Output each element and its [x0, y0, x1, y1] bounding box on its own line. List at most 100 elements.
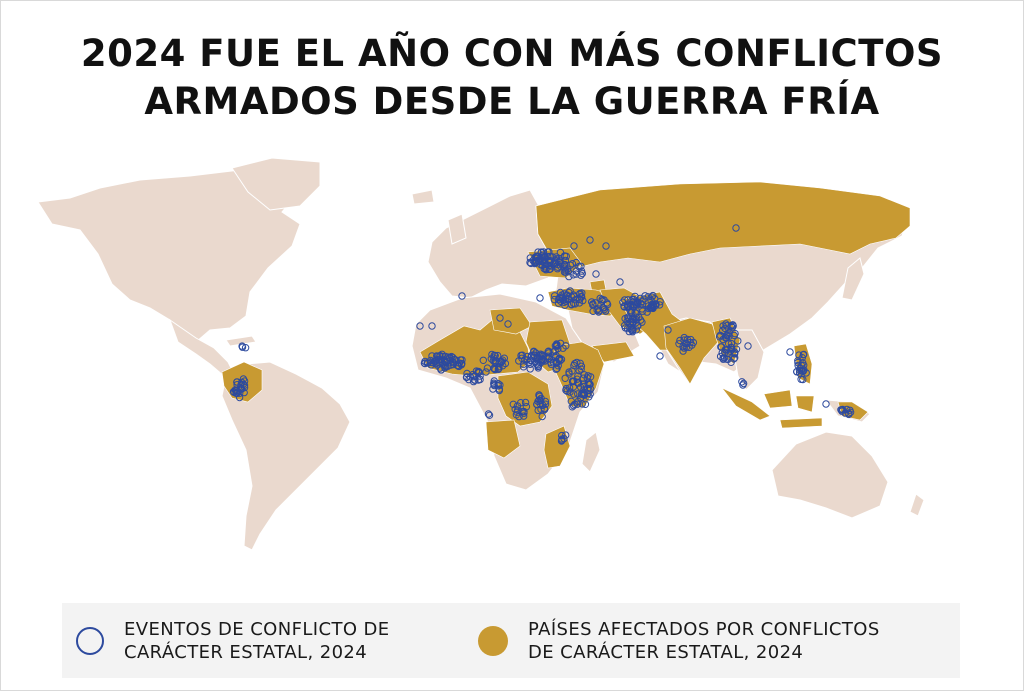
legend-item-countries: PAÍSES AFECTADOS POR CONFLICTOS DE CARÁC… [478, 603, 880, 678]
title-line-2: ARMADOS DESDE LA GUERRA FRÍA [144, 80, 880, 123]
conflict-event-marker [533, 400, 541, 409]
conflict-event-marker [458, 292, 466, 300]
conflict-event-marker [484, 410, 493, 418]
conflict-event-marker [527, 356, 535, 364]
conflict-event-marker [575, 299, 584, 307]
conflict-event-marker [652, 301, 660, 310]
conflict-event-marker [556, 262, 565, 271]
legend-events-label: EVENTOS DE CONFLICTO DE CARÁCTER ESTATAL… [124, 618, 390, 664]
land-greenland [231, 157, 321, 211]
conflict-event-marker [583, 385, 592, 393]
conflict-event-marker [586, 380, 594, 389]
conflict-event-marker [843, 405, 851, 414]
conflict-event-marker [588, 298, 596, 306]
conflict-event-marker [723, 322, 731, 330]
conflict-event-marker [547, 355, 556, 364]
conflict-event-marker [739, 379, 748, 388]
conflict-event-marker [625, 316, 634, 324]
conflict-event-marker [515, 412, 523, 421]
conflict-event-marker [490, 379, 498, 387]
conflict-event-marker [628, 309, 636, 317]
conflict-event-marker [494, 351, 502, 360]
conflict-event-marker [428, 322, 436, 330]
conflict-event-marker [794, 357, 802, 365]
conflict-event-marker [575, 367, 583, 375]
conflict-event-marker [683, 335, 692, 344]
conflict-event-marker [628, 295, 636, 304]
conflict-event-marker [624, 302, 632, 311]
conflict-event-marker [822, 400, 830, 408]
conflict-event-marker [551, 292, 559, 300]
conflict-event-marker [527, 259, 535, 268]
conflict-event-marker [428, 352, 436, 360]
conflict-event-marker [584, 372, 592, 380]
conflict-event-marker [509, 400, 517, 409]
conflict-event-marker [577, 271, 585, 279]
land-north-america [37, 169, 301, 343]
land-caribbean [225, 335, 257, 347]
conflict-event-marker [489, 385, 497, 393]
open-circle-icon [76, 626, 104, 655]
conflict-event-marker [794, 361, 802, 370]
conflict-event-marker [580, 386, 588, 394]
conflict-event-marker [479, 356, 487, 365]
conflict-event-marker [560, 268, 569, 276]
conflict-event-marker [535, 391, 543, 399]
conflict-event-marker [664, 326, 672, 334]
conflict-event-marker [554, 299, 563, 307]
conflict-event-marker [802, 369, 810, 377]
conflict-event-marker [600, 305, 609, 314]
conflict-event-marker [523, 356, 531, 364]
legend-countries-line-1: PAÍSES AFECTADOS POR CONFLICTOS [528, 618, 880, 640]
conflict-event-marker [795, 351, 803, 359]
affected-indonesia [721, 387, 823, 429]
legend-item-events: EVENTOS DE CONFLICTO DE CARÁCTER ESTATAL… [76, 603, 390, 678]
conflict-event-marker [469, 370, 477, 379]
conflict-event-marker [640, 295, 648, 303]
land-south-america [221, 361, 351, 551]
conflict-event-marker [520, 409, 528, 417]
conflict-event-marker [586, 236, 594, 244]
conflict-event-marker [680, 344, 688, 352]
conflict-event-marker [458, 356, 466, 364]
conflict-event-marker [738, 378, 746, 386]
conflict-event-marker [566, 261, 574, 269]
conflict-event-marker [786, 348, 794, 356]
land-uk [447, 213, 467, 245]
conflict-event-marker [476, 372, 484, 380]
page-title: 2024 FUE EL AÑO CON MÁS CONFLICTOS ARMAD… [0, 30, 1024, 126]
conflict-event-marker [719, 322, 727, 330]
conflict-event-marker [447, 352, 456, 361]
conflict-event-marker [534, 248, 542, 256]
conflict-event-marker [565, 272, 573, 281]
conflict-event-marker [553, 364, 561, 373]
conflict-event-marker [845, 409, 853, 417]
conflict-event-marker [534, 361, 542, 369]
legend-countries-label: PAÍSES AFECTADOS POR CONFLICTOS DE CARÁC… [528, 618, 880, 664]
conflict-event-marker [455, 362, 463, 371]
conflict-event-marker [439, 352, 447, 361]
conflict-event-marker [416, 322, 424, 330]
conflict-event-marker [731, 354, 739, 362]
conflict-event-marker [538, 356, 546, 364]
conflict-event-marker [636, 294, 644, 303]
conflict-event-marker [526, 365, 534, 373]
conflict-event-marker [591, 299, 599, 307]
conflict-event-marker [656, 352, 664, 360]
conflict-event-marker [629, 318, 638, 326]
land-australia [771, 431, 889, 519]
conflict-event-marker [589, 307, 597, 316]
conflict-event-marker [724, 345, 732, 354]
land-japan [841, 257, 865, 301]
conflict-event-marker [560, 252, 569, 260]
conflict-event-marker [577, 394, 585, 402]
conflict-event-marker [570, 242, 578, 250]
conflict-event-marker [730, 355, 738, 363]
title-line-1: 2024 FUE EL AÑO CON MÁS CONFLICTOS [80, 32, 944, 75]
conflict-event-marker [676, 336, 684, 345]
conflict-event-marker [644, 293, 652, 301]
conflict-event-marker [446, 361, 455, 369]
conflict-event-marker [441, 362, 449, 370]
conflict-event-marker [581, 400, 590, 409]
conflict-event-marker [513, 408, 521, 416]
